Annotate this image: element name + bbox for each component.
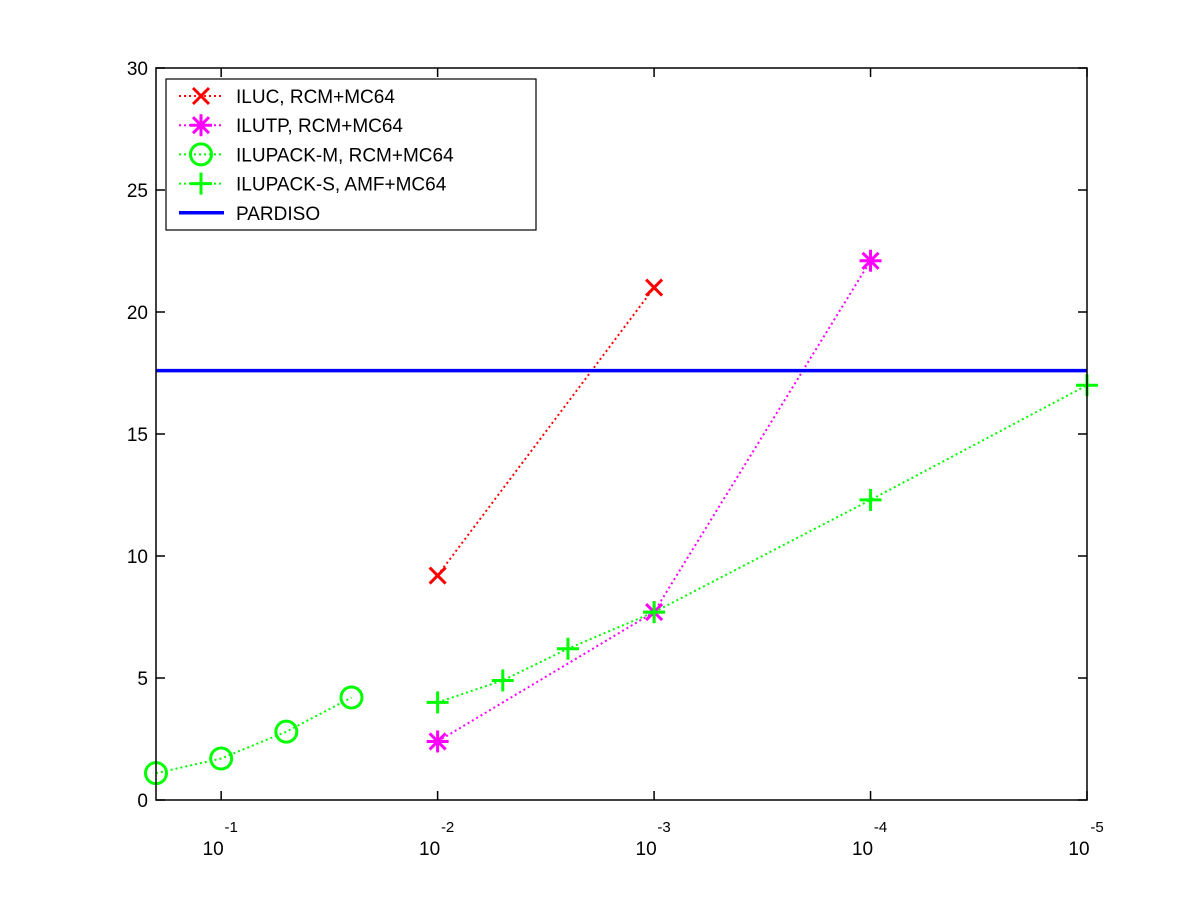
data-point	[339, 685, 364, 710]
legend-label: ILUTP, RCM+MC64	[236, 116, 403, 137]
data-point	[274, 719, 299, 744]
y-tick-label: 15	[127, 425, 148, 446]
data-point	[859, 249, 882, 272]
x-tick-label-exponent: -2	[441, 819, 454, 836]
legend-entry: ILUC, RCM+MC64	[179, 86, 395, 108]
x-tick-label-base: 10	[1068, 839, 1089, 860]
marker-stroke	[191, 86, 211, 106]
y-tick-label: 10	[127, 547, 148, 568]
data-point	[426, 691, 449, 714]
series-4	[426, 374, 1098, 714]
x-tick-label-base: 10	[636, 839, 657, 860]
legend-marker	[190, 114, 212, 137]
x-tick-label-base: 10	[852, 839, 873, 860]
marker-stroke	[189, 142, 213, 167]
y-tick-label: 25	[127, 181, 148, 202]
y-tick-label: 30	[127, 59, 148, 80]
plot-area	[144, 249, 1098, 786]
data-point	[491, 669, 514, 692]
data-point	[645, 278, 664, 297]
y-tick-label: 0	[137, 791, 148, 812]
marker-stroke	[645, 278, 664, 297]
x-tick-label-exponent: -4	[874, 819, 887, 836]
marker-stroke	[339, 685, 364, 710]
y-tick-label: 5	[137, 669, 148, 690]
data-point	[556, 637, 579, 660]
x-tick-label-exponent: -3	[657, 819, 670, 836]
legend-label: ILUPACK-S, AMF+MC64	[236, 175, 447, 196]
data-point	[209, 746, 234, 771]
marker-stroke	[428, 732, 447, 751]
data-point	[859, 488, 882, 511]
data-point	[426, 730, 449, 753]
x-tick-label-exponent: -1	[224, 819, 237, 836]
data-point	[643, 601, 666, 624]
data-point	[428, 566, 447, 585]
marker-stroke	[209, 746, 234, 771]
legend-entry: ILUTP, RCM+MC64	[179, 114, 403, 137]
legend-entry: ILUPACK-M, RCM+MC64	[179, 142, 454, 167]
legend-marker	[189, 142, 213, 167]
legend-label: ILUC, RCM+MC64	[236, 87, 395, 108]
legend-label: ILUPACK-M, RCM+MC64	[236, 145, 454, 166]
series-1	[428, 278, 664, 585]
legend: ILUC, RCM+MC64 ILUTP, RCM+MC64 ILUPACK-M, …	[165, 78, 537, 231]
marker-stroke	[861, 251, 880, 270]
series-line	[436, 286, 655, 577]
marker-stroke	[274, 719, 299, 744]
legend-entry: PARDISO	[179, 204, 320, 225]
x-tick-label-base: 10	[419, 839, 440, 860]
x-tick-label-exponent: -5	[1090, 819, 1103, 836]
y-tick-label: 20	[127, 303, 148, 324]
legend-box	[165, 78, 537, 231]
legend-label: PARDISO	[236, 204, 320, 225]
legend-entry: ILUPACK-S, AMF+MC64	[179, 172, 447, 196]
x-tick-label-base: 10	[203, 839, 224, 860]
legend-marker	[190, 172, 212, 195]
marker-stroke	[191, 116, 211, 135]
legend-marker	[191, 86, 211, 106]
marker-stroke	[428, 566, 447, 585]
